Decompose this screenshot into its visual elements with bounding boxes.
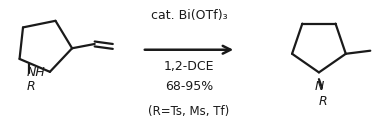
Text: R: R bbox=[318, 95, 327, 108]
Text: (R=Ts, Ms, Tf): (R=Ts, Ms, Tf) bbox=[149, 105, 229, 118]
Text: R: R bbox=[26, 80, 35, 93]
Text: N: N bbox=[314, 80, 324, 93]
Text: NH: NH bbox=[26, 66, 45, 79]
Text: 68-95%: 68-95% bbox=[165, 80, 213, 93]
Text: 1,2-DCE: 1,2-DCE bbox=[164, 60, 214, 73]
Text: cat. Bi(OTf)₃: cat. Bi(OTf)₃ bbox=[151, 9, 227, 22]
